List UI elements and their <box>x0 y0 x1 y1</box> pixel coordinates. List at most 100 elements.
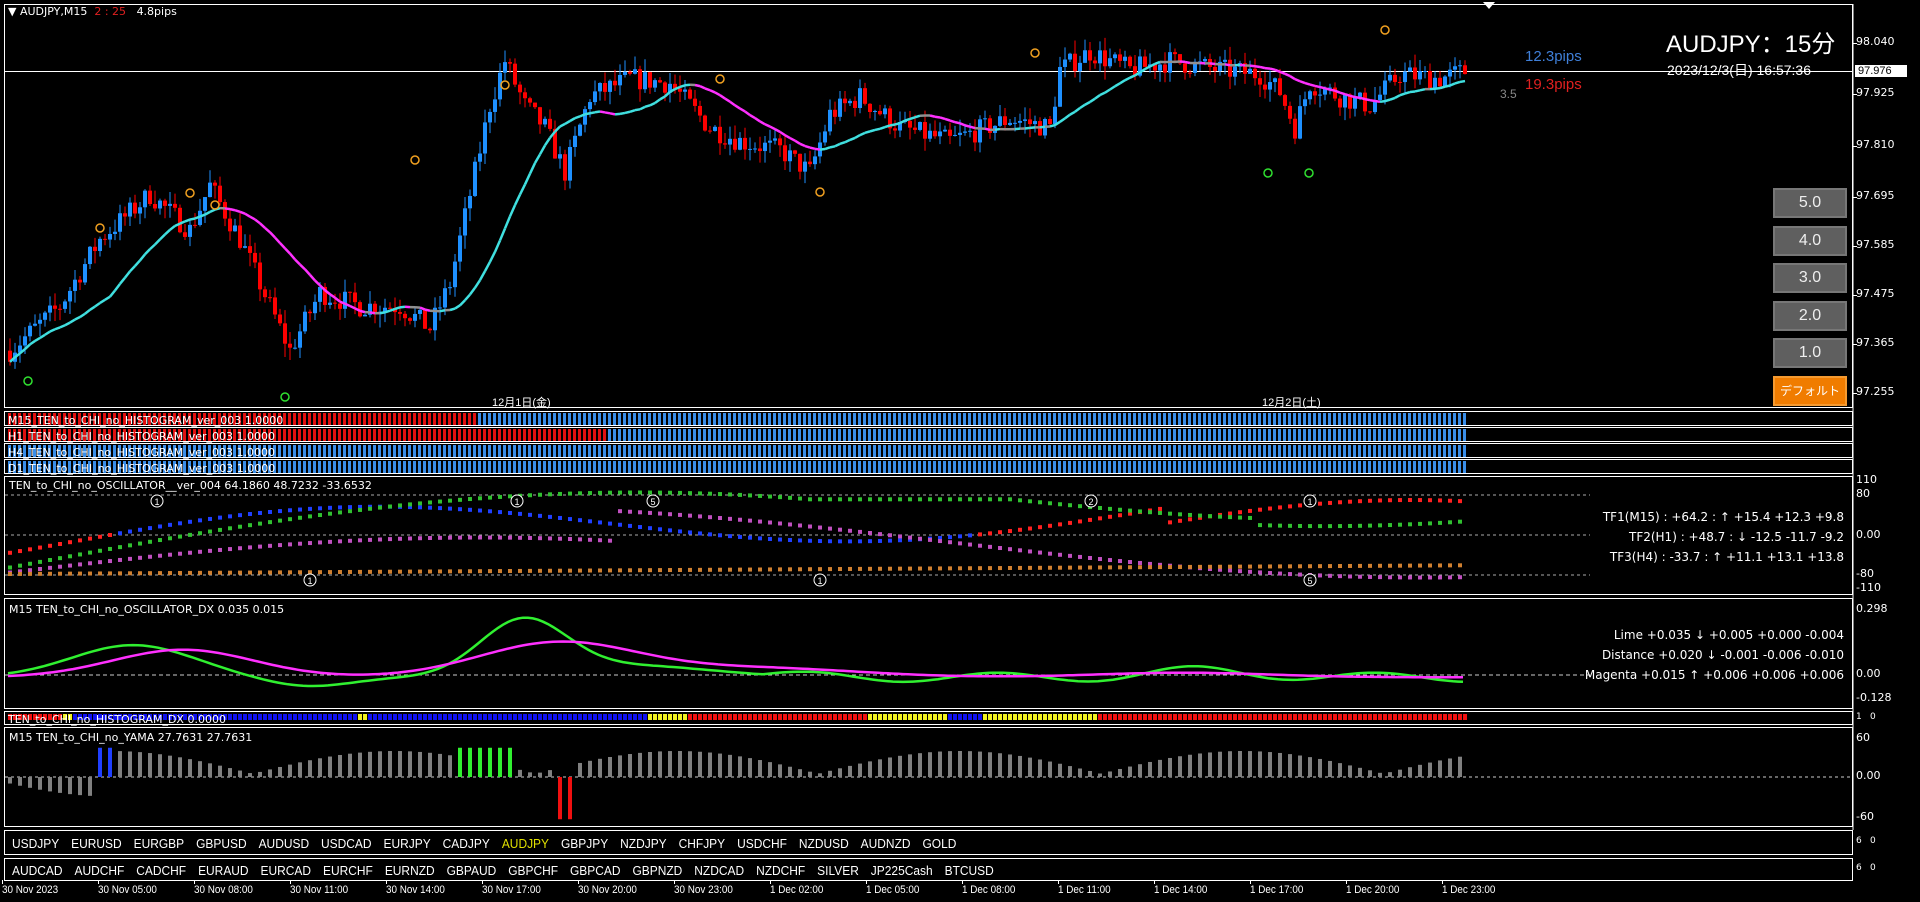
histogram-bar <box>743 445 746 457</box>
symbol-button-cadchf[interactable]: CADCHF <box>136 863 187 878</box>
symbol-button-nzdjpy[interactable]: NZDJPY <box>620 836 667 851</box>
candle-body <box>253 252 257 263</box>
histogram-bar <box>403 429 406 441</box>
osc-tf3-dot <box>828 526 832 531</box>
symbol-button-eurcad[interactable]: EURCAD <box>260 863 312 878</box>
candle-body <box>1323 88 1327 95</box>
symbol-button-usdcad[interactable]: USDCAD <box>321 836 372 851</box>
symbol-button-chfjpy[interactable]: CHFJPY <box>678 836 726 851</box>
histogram-dx-cell <box>1273 714 1277 720</box>
histogram-bar <box>848 445 851 457</box>
zoom-3-button[interactable]: 3.0 <box>1773 263 1847 293</box>
symbol-button-gbpjpy[interactable]: GBPJPY <box>560 836 609 851</box>
sym-axis-6b: 6 <box>1856 863 1862 873</box>
osc-tf2-dot <box>198 531 202 536</box>
histogram-bar <box>483 445 486 457</box>
histogram-dx-cell <box>873 714 877 720</box>
histogram-bar <box>103 445 106 457</box>
histogram-bar <box>543 413 546 425</box>
osc-tf3-dot <box>798 523 802 528</box>
symbol-button-gbpcad[interactable]: GBPCAD <box>569 863 621 878</box>
price-tick <box>1853 393 1857 394</box>
candle-body <box>423 309 427 329</box>
histogram-bar <box>858 461 861 473</box>
symbol-button-nzdcad[interactable]: NZDCAD <box>694 863 745 878</box>
range-up: 12.3pips <box>1525 48 1582 65</box>
histogram-bar <box>803 413 806 425</box>
histogram-bar <box>68 413 71 425</box>
symbol-button-usdchf[interactable]: USDCHF <box>737 836 787 851</box>
osc-tf1-dot <box>548 514 552 519</box>
osc-tf1-dot <box>878 538 882 543</box>
histogram-dx-cell <box>1213 714 1217 720</box>
symbol-button-audchf[interactable]: AUDCHF <box>74 863 125 878</box>
osc-tf3-dot <box>1028 549 1032 554</box>
symbol-button-euraud[interactable]: EURAUD <box>198 863 249 878</box>
zoom-4-button[interactable]: 4.0 <box>1773 226 1847 256</box>
symbol-button-cadjpy[interactable]: CADJPY <box>442 836 490 851</box>
symbol-button-btcusd[interactable]: BTCUSD <box>944 863 994 878</box>
osc-tf4-dot <box>1398 563 1402 568</box>
symbol-button-jp225cash[interactable]: JP225Cash <box>870 863 933 878</box>
symbol-button-usdjpy[interactable]: USDJPY <box>12 836 60 851</box>
histogram-bar <box>1028 429 1031 441</box>
default-button[interactable]: デフォルト <box>1773 376 1847 406</box>
symbol-button-eurchf[interactable]: EURCHF <box>323 863 373 878</box>
zoom-2-button[interactable]: 2.0 <box>1773 301 1847 331</box>
symbol-button-eurnzd[interactable]: EURNZD <box>384 863 435 878</box>
osc-tf4-dot <box>248 570 252 575</box>
osc-tf2-dot <box>648 490 652 495</box>
symbol-button-nzdusd[interactable]: NZDUSD <box>798 836 849 851</box>
symbol-button-gbpchf[interactable]: GBPCHF <box>508 863 559 878</box>
symbol-button-eurusd[interactable]: EURUSD <box>71 836 122 851</box>
collapse-icon[interactable]: ▼ <box>8 5 20 18</box>
symbol-button-eurjpy[interactable]: EURJPY <box>383 836 431 851</box>
zoom-1-button[interactable]: 1.0 <box>1773 338 1847 368</box>
histogram-dx-cell <box>488 714 492 720</box>
symbol-button-gbpaud[interactable]: GBPAUD <box>446 863 497 878</box>
symbol-button-nzdchf[interactable]: NZDCHF <box>756 863 806 878</box>
moving-average-segment <box>54 326 61 331</box>
histogram-bar <box>198 413 201 425</box>
histogram-bar <box>1338 445 1341 457</box>
histogram-bar <box>108 413 111 425</box>
histogram-bar <box>1398 445 1401 457</box>
moving-average-segment <box>669 87 676 93</box>
histogram-bar <box>628 429 631 441</box>
histogram-bar <box>363 461 366 473</box>
symbol-button-gbpnzd[interactable]: GBPNZD <box>632 863 683 878</box>
histogram-dx-cell <box>708 714 712 720</box>
histogram-bar <box>498 429 501 441</box>
histogram-bar <box>73 445 76 457</box>
yama-bar <box>1088 770 1092 777</box>
candle-body <box>713 126 717 131</box>
osc-tf2-dot <box>268 520 272 525</box>
symbol-button-audnzd[interactable]: AUDNZD <box>860 836 911 851</box>
histogram-bar <box>953 429 956 441</box>
symbol-button-audjpy[interactable]: AUDJPY <box>501 836 550 851</box>
symbol-button-audusd[interactable]: AUDUSD <box>258 836 310 851</box>
shift-marker-icon[interactable] <box>1483 2 1495 9</box>
symbol-button-eurgbp[interactable]: EURGBP <box>133 836 185 851</box>
symbol-button-gbpusd[interactable]: GBPUSD <box>196 836 247 851</box>
osc-tf3-dot <box>428 536 432 541</box>
histogram-dx-cell <box>1308 714 1312 720</box>
histogram-bar <box>1378 429 1381 441</box>
symbol-button-silver[interactable]: SILVER <box>817 863 859 878</box>
osc-tf3-dot <box>1148 561 1152 566</box>
osc-tf1-dot <box>1278 505 1282 510</box>
histogram-bar <box>53 413 56 425</box>
histogram-bar <box>183 413 186 425</box>
moving-average-segment <box>169 224 176 231</box>
osc-tf4-dot <box>848 566 852 571</box>
candle-body <box>488 111 492 123</box>
histogram-bar <box>728 445 731 457</box>
time-label: 30 Nov 20:00 <box>578 884 637 896</box>
histogram-bar <box>1148 429 1151 441</box>
histogram-dx-cell <box>238 714 242 720</box>
moving-average-segment <box>389 307 396 312</box>
histogram-bar <box>1138 413 1141 425</box>
symbol-button-gold[interactable]: GOLD <box>922 836 957 851</box>
zoom-5-button[interactable]: 5.0 <box>1773 188 1847 218</box>
symbol-button-audcad[interactable]: AUDCAD <box>12 863 63 878</box>
